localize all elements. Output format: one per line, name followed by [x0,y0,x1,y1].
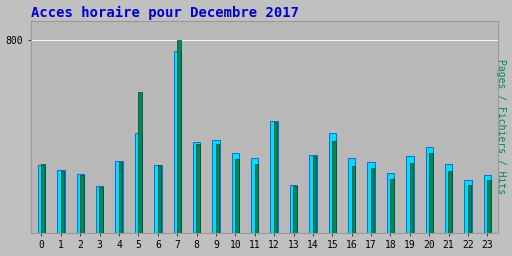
Y-axis label: Pages / Fichiers / Hits: Pages / Fichiers / Hits [497,59,506,194]
Bar [352,166,355,233]
Bar [274,122,278,233]
Bar [61,172,64,233]
Bar [309,155,316,233]
Bar [77,174,84,233]
Bar [445,164,452,233]
Bar [406,156,414,233]
Bar [119,162,122,233]
Bar [174,51,181,233]
Bar [232,153,239,233]
Bar [158,165,161,233]
Text: Acces horaire pour Decembre 2017: Acces horaire pour Decembre 2017 [31,6,299,20]
Bar [449,171,452,233]
Bar [216,144,219,233]
Bar [197,144,200,233]
Bar [464,180,472,233]
Bar [348,158,355,233]
Bar [329,133,336,233]
Bar [57,170,65,233]
Bar [387,173,394,233]
Bar [484,175,491,233]
Bar [96,186,103,233]
Bar [368,162,375,233]
Bar [254,164,258,233]
Bar [290,185,297,233]
Bar [135,133,142,233]
Bar [332,141,336,233]
Bar [313,156,316,233]
Bar [270,121,278,233]
Bar [115,161,123,233]
Bar [251,158,259,233]
Bar [235,159,239,233]
Bar [425,147,433,233]
Bar [293,186,297,233]
Bar [138,92,142,233]
Bar [468,185,472,233]
Bar [99,187,103,233]
Bar [429,153,433,233]
Bar [80,175,83,233]
Bar [410,163,413,233]
Bar [390,179,394,233]
Bar [212,140,220,233]
Bar [193,143,200,233]
Bar [154,165,161,233]
Bar [371,168,374,233]
Bar [41,164,45,233]
Bar [38,165,45,233]
Bar [487,180,490,233]
Bar [177,40,181,233]
